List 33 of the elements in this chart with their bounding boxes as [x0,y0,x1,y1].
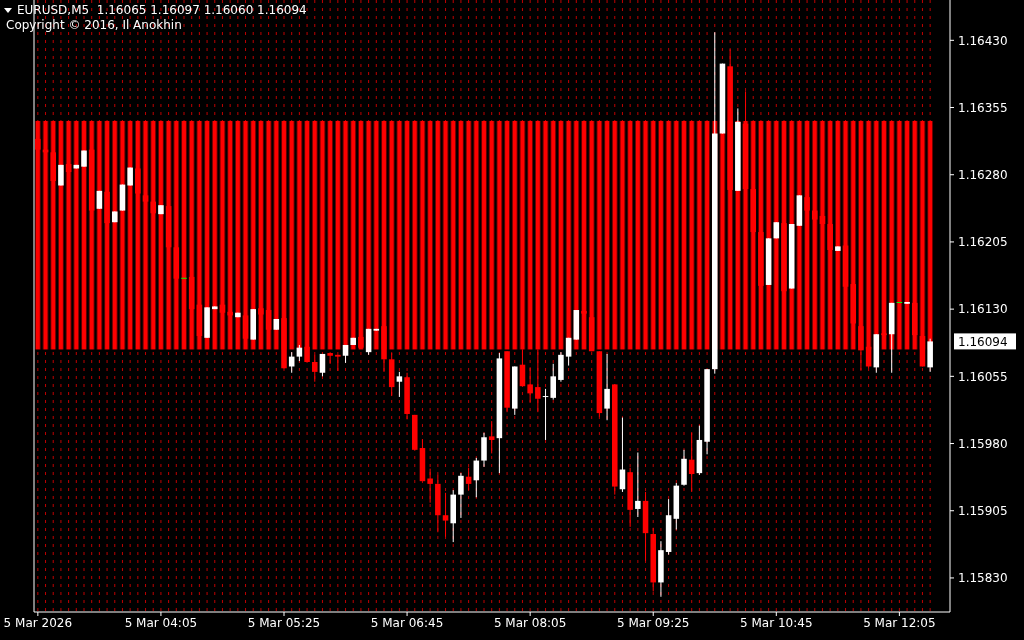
candlestick [442,492,449,538]
y-tick-label: 1.15905 [958,503,1008,518]
x-tick-label: 5 Mar 10:45 [740,616,813,630]
candlestick [488,420,495,454]
candlestick [312,354,318,383]
text: 1.16094 [958,334,1008,349]
y-tick-label: 1.16055 [958,369,1008,384]
x-tick-label: 5 Mar 2026 [3,616,73,630]
y-tick-label: 1.16130 [958,302,1008,317]
candlestick [427,468,433,504]
y-tick-label: 1.16430 [958,33,1008,48]
x-tick-label: 5 Mar 12:05 [863,616,936,630]
y-tick-label: 1.16355 [958,100,1008,115]
y-tick-label: 1.15830 [958,571,1008,586]
candlestick [604,353,610,421]
candlestick [550,363,556,401]
candlestick [458,472,464,519]
x-tick-label: 5 Mar 09:25 [616,616,690,630]
annotation: Copyright © 2016, Il Anokhin [6,18,182,32]
candlestick [481,432,487,468]
candlestick [535,348,541,413]
y-tick-label: 1.16205 [958,235,1008,250]
y-tick-label: 1.16280 [958,167,1008,182]
candlestick [396,371,403,398]
x-tick-label: 5 Mar 05:25 [247,616,321,630]
candlestick [635,452,641,518]
x-tick-label: 5 Mar 08:05 [493,616,567,630]
y-tick-label: 1.15980 [958,436,1008,451]
x-tick-label: 5 Mar 06:45 [370,616,444,630]
chart-title: EURUSD,M5 1.16065 1.16097 1.16060 1.16094 [17,3,307,17]
candlestick [565,337,572,367]
x-tick-label: 5 Mar 04:05 [124,616,198,630]
candlestick [527,366,533,403]
